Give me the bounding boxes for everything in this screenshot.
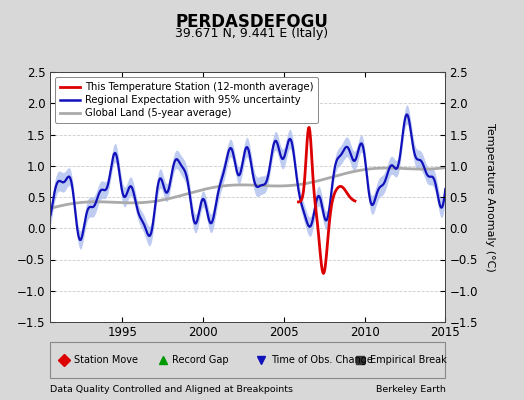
Legend: This Temperature Station (12-month average), Regional Expectation with 95% uncer: This Temperature Station (12-month avera… [55, 77, 318, 123]
Text: 39.671 N, 9.441 E (Italy): 39.671 N, 9.441 E (Italy) [175, 28, 328, 40]
Text: Station Move: Station Move [73, 355, 137, 365]
Text: PERDASDEFOGU: PERDASDEFOGU [175, 13, 328, 31]
Text: Record Gap: Record Gap [172, 355, 229, 365]
Text: Berkeley Earth: Berkeley Earth [376, 385, 445, 394]
Y-axis label: Temperature Anomaly (°C): Temperature Anomaly (°C) [485, 123, 495, 271]
Text: Empirical Break: Empirical Break [370, 355, 447, 365]
Text: Time of Obs. Change: Time of Obs. Change [271, 355, 373, 365]
Text: Data Quality Controlled and Aligned at Breakpoints: Data Quality Controlled and Aligned at B… [50, 385, 293, 394]
